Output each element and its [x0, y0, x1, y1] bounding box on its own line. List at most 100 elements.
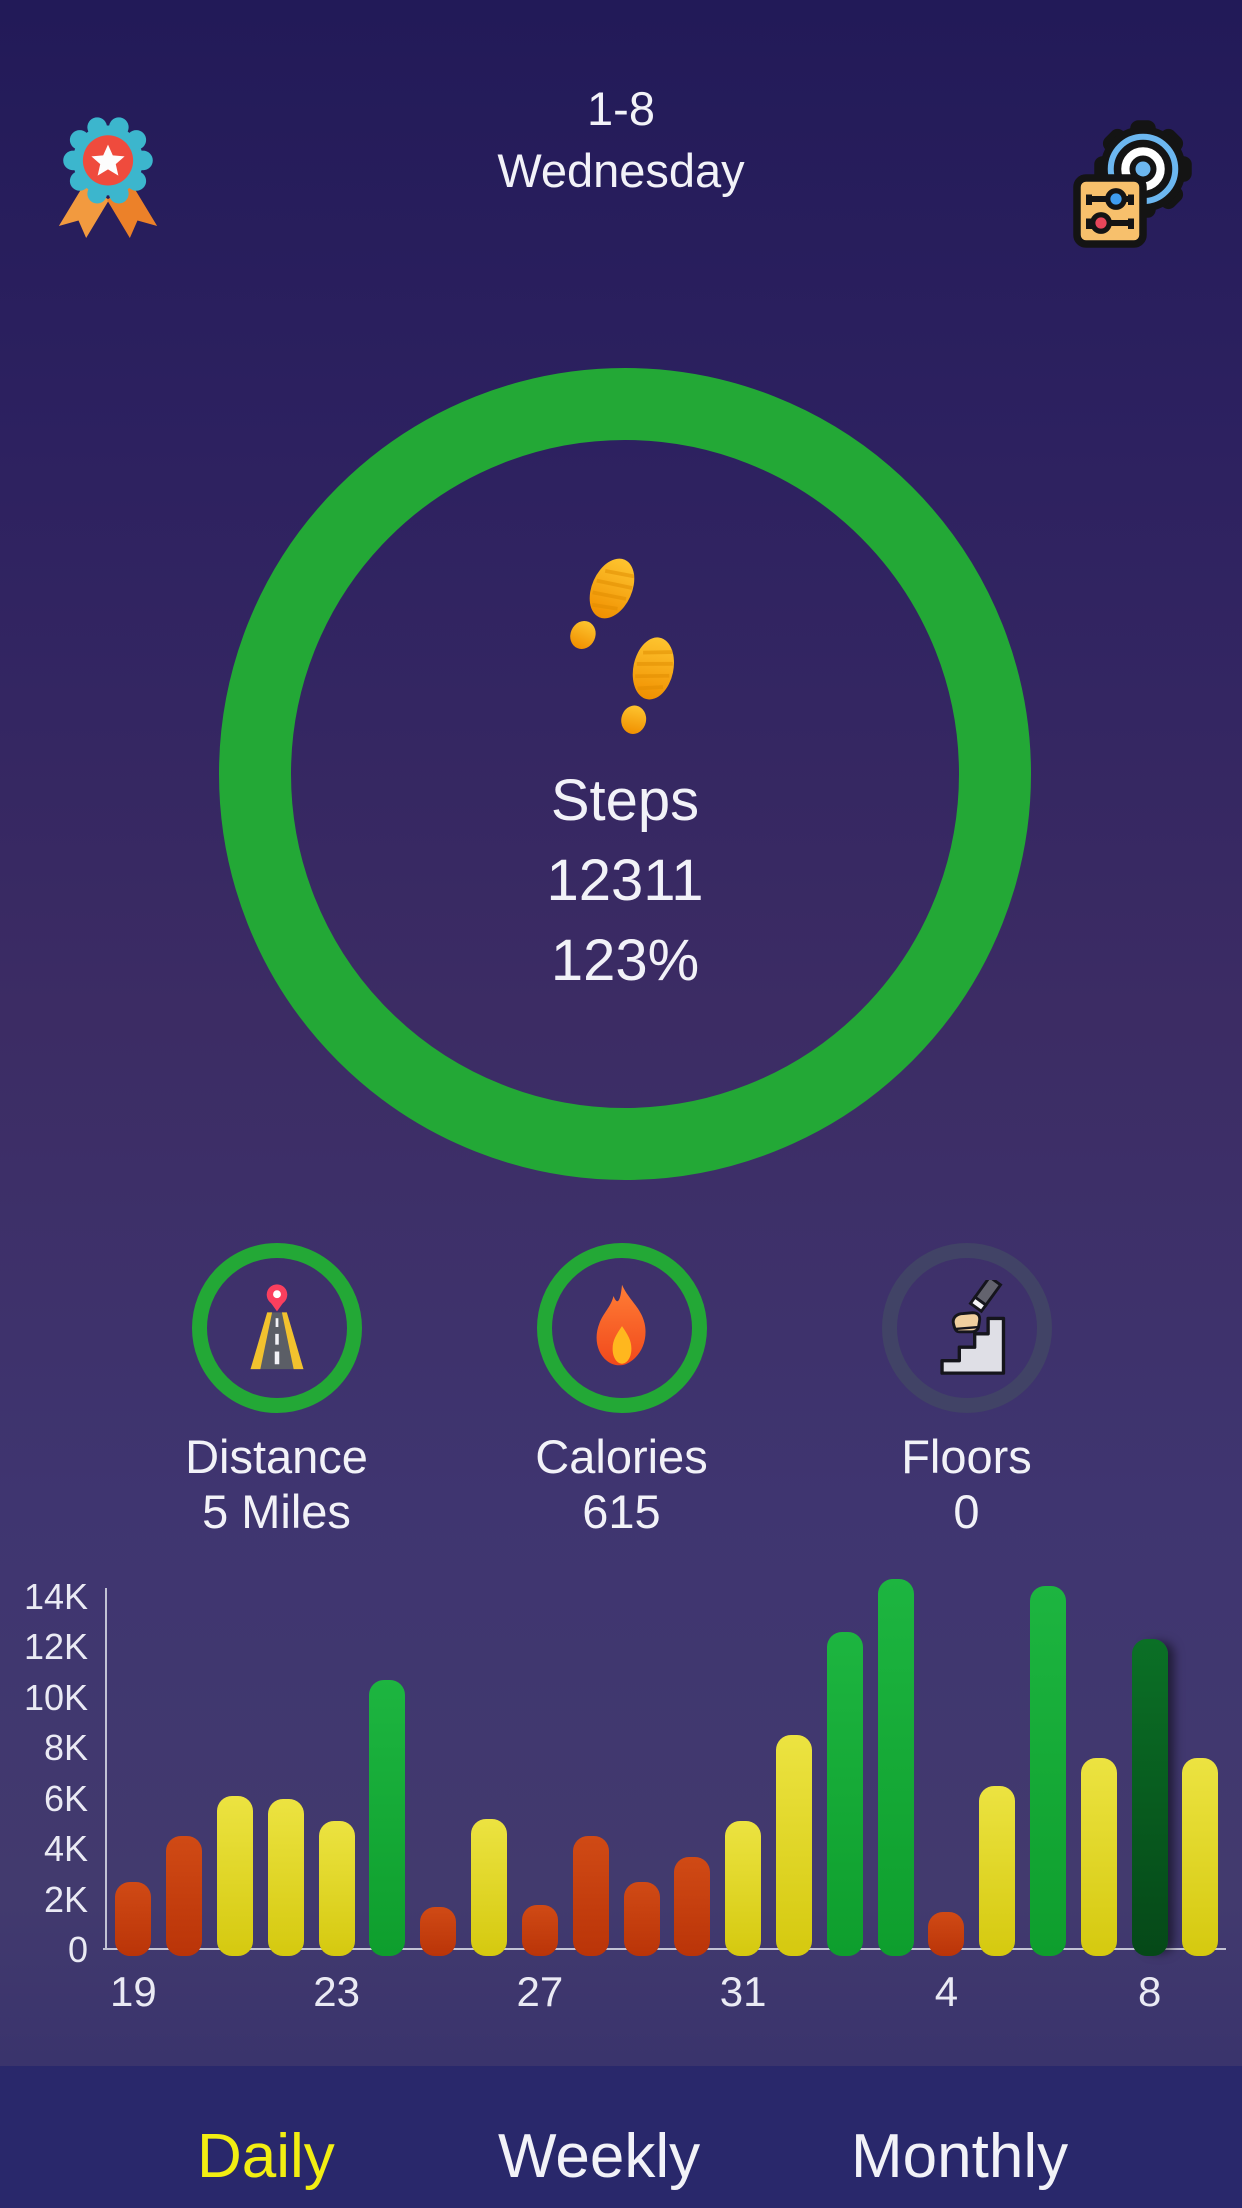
x-axis-label: [819, 1968, 870, 2016]
floors-progress-ring: [881, 1243, 1052, 1413]
calories-progress-ring: [536, 1243, 707, 1413]
x-axis-label: 19: [110, 1968, 157, 2015]
tab-weekly[interactable]: Weekly: [498, 2122, 701, 2191]
chart-bar-slot: [769, 1584, 820, 1956]
chart-bar-day-31: [725, 1821, 762, 1956]
x-axis-label: [1023, 1968, 1074, 2016]
weekday-line: Wednesday: [497, 144, 745, 197]
x-axis-line: [103, 1948, 1226, 1950]
stat-distance: Distance 5 Miles: [104, 1243, 449, 1539]
x-axis-label: [667, 1968, 718, 2016]
chart-bar-day-1: [775, 1735, 812, 1956]
chart-bar-slot: [616, 1584, 667, 1956]
y-axis-label: 14K: [23, 1575, 88, 1617]
settings-button[interactable]: [1058, 106, 1210, 256]
floors-label: Floors: [901, 1430, 1032, 1483]
chart-plot: [103, 1578, 1226, 1956]
y-axis-label: 6K: [43, 1777, 88, 1819]
chart-bar-slot: [159, 1584, 210, 1956]
chart-bar-day-4: [928, 1912, 965, 1956]
calories-value: 615: [582, 1485, 661, 1538]
chart-bar-slot: [311, 1584, 362, 1956]
y-axis-label: 10K: [23, 1676, 88, 1718]
chart-bar-slot: [362, 1584, 413, 1956]
x-axis-label: [565, 1968, 616, 2016]
x-axis-label: [260, 1968, 311, 2016]
tab-bar: Daily Weekly Monthly: [0, 2066, 1242, 2208]
x-axis-label: [972, 1968, 1023, 2016]
tab-monthly[interactable]: Monthly: [851, 2122, 1069, 2191]
chart-bar-slot: [870, 1578, 921, 1956]
y-axis-label: 4K: [43, 1828, 88, 1869]
x-axis-label: 31: [719, 1968, 767, 2015]
x-axis-label: [464, 1968, 515, 2016]
x-axis-label: 4: [934, 1968, 959, 2015]
chart-bar-day-20: [166, 1836, 203, 1956]
chart-xlabels: 19 23 27 31 4 8: [108, 1968, 1226, 2016]
current-date: 1-8 Wednesday: [0, 78, 1242, 202]
floors-value: 0: [953, 1485, 980, 1538]
chart-bar-day-5: [979, 1785, 1016, 1956]
x-axis-label: [870, 1968, 921, 2016]
chart-bar-slot: [1124, 1584, 1175, 1956]
y-axis-label: 0: [67, 1929, 88, 1970]
date-line: 1-8: [587, 82, 655, 135]
chart-bar-slot: [718, 1584, 769, 1956]
x-axis-label: [159, 1968, 210, 2016]
steps-label: Steps: [550, 768, 700, 833]
chart-bar-day-3: [877, 1578, 914, 1956]
chart-bar-day-9: [1182, 1758, 1219, 1956]
calories-label: Calories: [535, 1430, 708, 1483]
x-axis-label: 23: [313, 1968, 361, 2015]
steps-history-chart: 0 2K 4K 6K 8K 10K 12K 14K 19 23 27 31 4 8: [0, 1576, 1242, 2024]
chart-bar-day-27: [521, 1904, 558, 1956]
chart-bar-slot: [464, 1584, 515, 1956]
chart-bar-slot: [1073, 1584, 1124, 1956]
chart-bar-day-26: [471, 1818, 508, 1956]
footprints-icon: [570, 558, 674, 734]
chart-bar-slot: [565, 1584, 616, 1956]
stat-calories: Calories 615: [449, 1243, 794, 1539]
x-axis-label: 27: [516, 1968, 564, 2015]
chart-bar-day-21: [217, 1796, 254, 1956]
chart-bar-day-2: [826, 1631, 863, 1956]
chart-bar-slot: [1023, 1584, 1074, 1956]
steps-percent: 123%: [550, 928, 700, 993]
chart-bar-slot: [260, 1584, 311, 1956]
y-axis-label: 12K: [23, 1626, 88, 1667]
flame-icon: [596, 1284, 646, 1366]
chart-bar-day-6: [1030, 1586, 1067, 1956]
stat-floors: Floors 0: [794, 1243, 1139, 1539]
stairs-icon: [939, 1280, 1005, 1375]
chart-ylabels: 0 2K 4K 6K 8K 10K 12K 14K: [0, 1576, 96, 1971]
chart-bar-day-24: [369, 1679, 406, 1956]
chart-bar-slot: [819, 1584, 870, 1956]
chart-bar-slot: [972, 1584, 1023, 1956]
chart-bar-day-25: [420, 1907, 457, 1956]
distance-label: Distance: [185, 1430, 368, 1483]
chart-bar-slot: [515, 1584, 566, 1956]
chart-bar-day-23: [318, 1821, 355, 1956]
x-axis-label: [210, 1968, 261, 2016]
x-axis-label: [616, 1968, 667, 2016]
x-axis-label: 8: [1137, 1968, 1162, 2015]
chart-bars: [108, 1578, 1226, 1956]
chart-bar-day-7: [1080, 1758, 1117, 1956]
settings-gear-icon: [1073, 120, 1192, 248]
x-axis-label: [413, 1968, 464, 2016]
steps-value: 12311: [546, 848, 704, 913]
chart-bar-day-8: [1131, 1639, 1168, 1956]
award-medal-icon: [58, 117, 158, 238]
x-axis-label: [362, 1968, 413, 2016]
x-axis-label: [1073, 1968, 1124, 2016]
x-axis-label: [769, 1968, 820, 2016]
chart-bar-slot: [413, 1584, 464, 1956]
tab-daily[interactable]: Daily: [197, 2122, 335, 2191]
chart-bar-slot: [210, 1584, 261, 1956]
chart-bar-slot: [921, 1584, 972, 1956]
achievements-button[interactable]: [40, 108, 176, 250]
chart-bar-slot: [108, 1584, 159, 1956]
distance-progress-ring: [191, 1243, 362, 1413]
x-axis-label: [1175, 1968, 1226, 2016]
